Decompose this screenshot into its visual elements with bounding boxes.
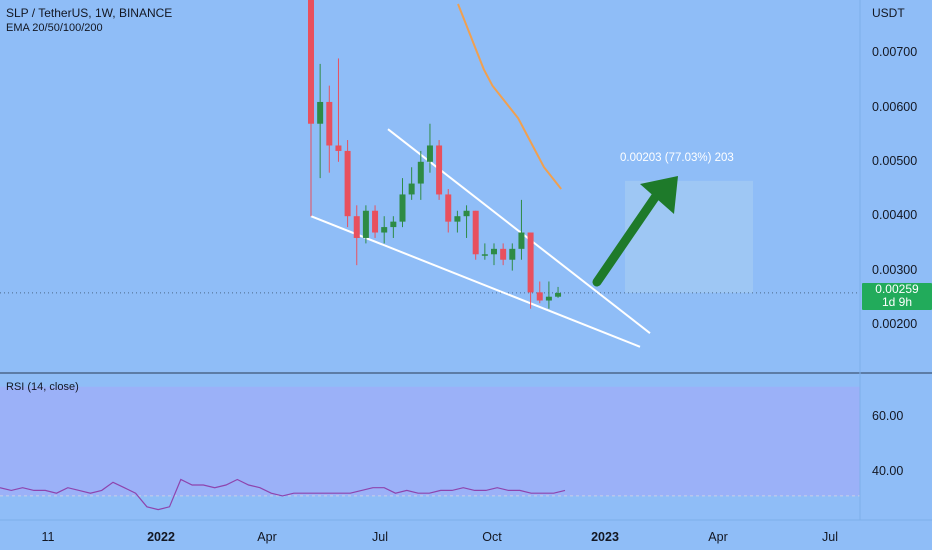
candle-body: [417, 161, 424, 184]
projection-arrow-head: [640, 176, 678, 214]
current-price-value: 0.00259: [875, 282, 919, 296]
bar-countdown: 1d 9h: [881, 295, 913, 309]
candle-body: [509, 248, 516, 260]
candle-body: [335, 145, 342, 151]
rsi-tick: 60.00: [872, 409, 904, 423]
candle-body: [454, 216, 461, 222]
candle-body: [308, 0, 314, 124]
projection-label: 0.00203 (77.03%) 203: [620, 152, 734, 164]
candle-body: [536, 292, 543, 301]
candle-body: [381, 227, 388, 233]
projection-box: [625, 180, 753, 293]
rsi-line: [0, 478, 566, 511]
time-tick: Jul: [822, 530, 838, 544]
price-tick: 0.00500: [872, 154, 918, 168]
rsi-label[interactable]: RSI (14, close): [6, 381, 79, 393]
candle-body: [362, 210, 369, 238]
candle-body: [463, 210, 470, 217]
price-tick: 0.00700: [872, 45, 918, 59]
candle-body: [326, 101, 333, 146]
candle-body: [390, 221, 397, 228]
candle-body: [518, 232, 525, 249]
candle-body: [408, 183, 415, 195]
price-tick: 0.00400: [872, 208, 918, 222]
projection-arrow-shaft: [592, 188, 663, 287]
candle-body: [545, 296, 552, 301]
time-tick: 2022: [147, 530, 175, 544]
time-tick: Oct: [482, 530, 502, 544]
price-tick: 0.00300: [872, 263, 918, 277]
price-unit: USDT: [872, 6, 905, 20]
candle-body: [436, 145, 443, 195]
time-tick: Apr: [257, 530, 277, 544]
rsi-band: [0, 386, 860, 496]
candle-body: [317, 101, 324, 124]
candle-body: [445, 194, 452, 222]
candle-body: [481, 254, 488, 256]
candle-body: [344, 150, 351, 217]
time-tick: 2023: [591, 530, 619, 544]
ema-line: [457, 3, 562, 190]
candle-body: [472, 210, 479, 255]
candle-body: [491, 248, 497, 255]
time-tick: Jul: [372, 530, 388, 544]
wedge-upper-line: [387, 128, 651, 334]
indicator-label[interactable]: EMA 20/50/100/200: [6, 22, 103, 34]
candle-body: [426, 145, 433, 162]
time-tick: Apr: [708, 530, 728, 544]
candle-body: [353, 216, 360, 238]
candle-body: [372, 210, 379, 233]
candle-body: [500, 248, 507, 260]
price-tick: 0.00200: [872, 317, 918, 331]
symbol-title[interactable]: SLP / TetherUS, 1W, BINANCE: [6, 6, 173, 20]
rsi-tick: 40.00: [872, 464, 904, 478]
time-tick: 11: [41, 530, 55, 544]
candle-body: [527, 232, 534, 293]
current-price-badge: 0.00259 1d 9h: [862, 283, 932, 310]
price-tick: 0.00600: [872, 100, 918, 114]
candle-body: [399, 194, 406, 222]
candle-body: [555, 292, 562, 297]
